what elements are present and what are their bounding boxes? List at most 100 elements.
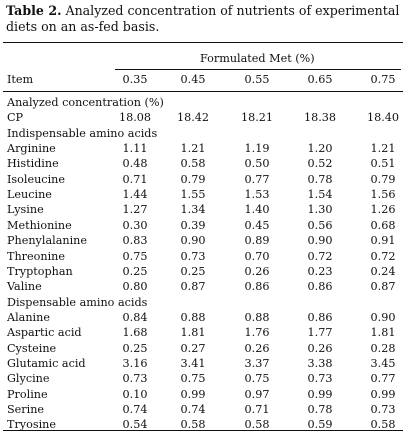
table-cell: 18.42 [176, 111, 210, 125]
table-cell: 0.88 [180, 310, 206, 324]
row-label: Serine [7, 403, 45, 416]
table-cell: 18.21 [240, 111, 274, 125]
table-cell: 0.73 [307, 372, 333, 386]
table-cell: 0.75 [244, 372, 270, 386]
table-cell: 0.50 [244, 157, 270, 171]
table-cell: 1.76 [244, 326, 270, 340]
table-cell: 0.74 [122, 403, 148, 416]
table-cell: 0.74 [180, 403, 206, 416]
table-cell: 1.56 [370, 188, 396, 202]
table-cell: 0.26 [244, 264, 270, 278]
table-cell: 3.38 [307, 356, 333, 370]
table-cell: 0.75 [180, 372, 206, 386]
row-label: CP [7, 111, 24, 125]
table-cell: 0.90 [307, 234, 333, 248]
table-cell: 0.90 [370, 310, 396, 324]
table-number: Table 2. [6, 3, 62, 18]
table-cell: 0.24 [370, 264, 396, 278]
table-cell: 0.83 [122, 234, 148, 248]
table-cell: 0.58 [180, 157, 206, 171]
table-cell: 0.27 [180, 341, 206, 355]
row-label: Methionine [7, 218, 72, 232]
section-header: Indispensable amino acids [7, 126, 158, 140]
table-caption: Table 2. Analyzed concentration of nutri… [6, 3, 402, 35]
header-rule [3, 91, 403, 92]
table-cell: 3.41 [180, 356, 206, 370]
table-cell: 18.38 [303, 111, 337, 125]
table-cell: 0.78 [307, 172, 333, 186]
table-cell: 3.37 [244, 356, 270, 370]
table-cell: 0.79 [370, 172, 396, 186]
row-label: Glycine [7, 372, 50, 386]
table-cell: 0.58 [244, 418, 270, 432]
table-cell: 0.78 [307, 403, 333, 416]
table-title: Analyzed concentration of nutrients of e… [6, 3, 400, 34]
table-cell: 0.25 [122, 264, 148, 278]
table-cell: 0.26 [244, 341, 270, 355]
table-cell: 0.51 [370, 157, 396, 171]
table-cell: 0.59 [307, 418, 333, 432]
table-cell: 1.81 [370, 326, 396, 340]
table-cell: 0.73 [370, 403, 396, 416]
row-label: Histidine [7, 157, 59, 171]
table-cell: 0.10 [122, 387, 148, 401]
table-cell: 1.40 [244, 203, 270, 217]
table-cell: 1.53 [244, 188, 270, 202]
table-cell: 0.89 [244, 234, 270, 248]
row-label: Proline [7, 387, 48, 401]
section-header: Dispensable amino acids [7, 295, 148, 309]
table-cell: 0.72 [307, 249, 333, 263]
table-cell: 0.30 [122, 218, 148, 232]
row-label: Threonine [7, 249, 65, 263]
table-cell: 0.90 [180, 234, 206, 248]
row-label: Cysteine [7, 341, 57, 355]
table-cell: 0.91 [370, 234, 396, 248]
table-cell: 1.30 [307, 203, 333, 217]
table-cell: 0.72 [370, 249, 396, 263]
row-label: Lysine [7, 203, 44, 217]
table-cell: 0.54 [122, 418, 148, 432]
table-cell: 1.27 [122, 203, 148, 217]
table-cell: 1.20 [307, 142, 333, 156]
table-cell: 0.84 [122, 310, 148, 324]
table-cell: 0.86 [244, 280, 270, 294]
table-cell: 0.77 [244, 172, 270, 186]
table-cell: 1.21 [370, 142, 396, 156]
table-cell: 0.68 [370, 218, 396, 232]
table-cell: 0.56 [307, 218, 333, 232]
table-cell: 0.99 [307, 387, 333, 401]
row-label: Leucine [7, 188, 52, 202]
table-cell: 0.86 [307, 310, 333, 324]
top-rule [3, 42, 403, 44]
table-cell: 0.28 [370, 341, 396, 355]
group-header-rule [115, 69, 401, 70]
table-cell: 0.23 [307, 264, 333, 278]
table-cell: 1.11 [122, 142, 148, 156]
row-label: Glutamic acid [7, 356, 86, 370]
table-cell: 0.58 [370, 418, 396, 432]
row-label: Alanine [7, 310, 50, 324]
table-cell: 18.08 [118, 111, 152, 125]
table-cell: 0.52 [307, 157, 333, 171]
table-cell: 3.45 [370, 356, 396, 370]
table-cell: 0.26 [307, 341, 333, 355]
table-cell: 0.71 [244, 403, 270, 416]
table-cell: 1.34 [180, 203, 206, 217]
table-cell: 0.48 [122, 157, 148, 171]
table-cell: 0.73 [180, 249, 206, 263]
item-header: Item [7, 73, 34, 86]
table-cell: 18.40 [366, 111, 400, 125]
table-cell: 0.87 [370, 280, 396, 294]
section-header: Analyzed concentration (%) [7, 96, 164, 109]
table-cell: 1.68 [122, 326, 148, 340]
table-cell: 0.86 [307, 280, 333, 294]
table-cell: 0.58 [180, 418, 206, 432]
row-label: Tryosine [7, 418, 57, 432]
table-cell: 0.75 [122, 249, 148, 263]
table-cell: 0.97 [244, 387, 270, 401]
group-header: Formulated Met (%) [200, 52, 315, 65]
table-cell: 1.19 [244, 142, 270, 156]
table-cell: 1.44 [122, 188, 148, 202]
table-cell: 1.77 [307, 326, 333, 340]
bottom-rule [3, 430, 403, 432]
